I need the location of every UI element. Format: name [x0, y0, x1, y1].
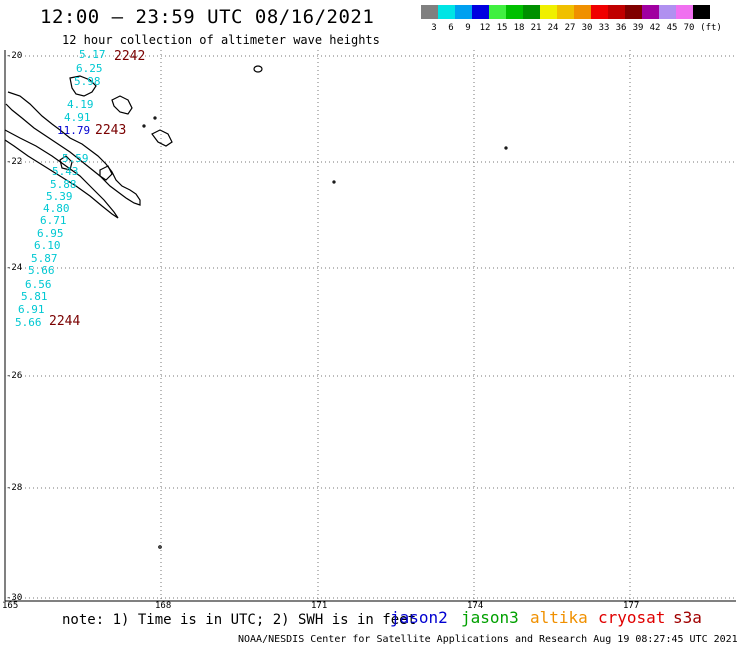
- map-subtitle: 12 hour collection of altimeter wave hei…: [62, 33, 380, 47]
- lat-label: -28: [6, 483, 23, 493]
- scale-label: 30: [581, 23, 593, 33]
- scale-label: 21: [530, 23, 542, 33]
- scale-label: 3: [431, 23, 437, 33]
- wave-height-reading: 6.56: [25, 278, 52, 291]
- islet-south: [158, 545, 162, 549]
- wave-height-reading: 6.91: [18, 303, 45, 316]
- lat-label: -30: [6, 593, 23, 603]
- scale-swatch-70: [676, 5, 693, 19]
- wave-height-reading: 5.88: [50, 178, 77, 191]
- island-walpole: [253, 65, 263, 73]
- scale-swatch-30: [574, 5, 591, 19]
- scale-swatch-black: [693, 5, 710, 19]
- lon-label: 171: [311, 601, 328, 611]
- wave-height-reading: 5.87: [31, 252, 58, 265]
- legend-jason3: jason3: [461, 608, 519, 627]
- scale-label: 70: [683, 23, 695, 33]
- wave-height-reading: 5.43: [52, 165, 79, 178]
- lat-label: -22: [6, 157, 23, 167]
- footer-note: note: 1) Time is in UTC; 2) SWH is in fe…: [62, 612, 417, 628]
- wave-height-reading: 4.80: [43, 202, 70, 215]
- scale-label: 39: [632, 23, 644, 33]
- wave-height-reading: 4.19: [67, 98, 94, 111]
- wave-height-reading: 5.17: [79, 48, 106, 61]
- new-caledonia-south-outline: [4, 129, 119, 219]
- scale-label: 27: [564, 23, 576, 33]
- pass-number-label: 2243: [95, 123, 127, 138]
- lon-label: 168: [155, 601, 172, 611]
- pass-number-label: 2242: [114, 49, 146, 64]
- scale-swatch-33: [591, 5, 608, 19]
- coastline: [4, 65, 508, 549]
- scale-swatch-24: [540, 5, 557, 19]
- coastal-islet: [99, 165, 113, 181]
- wave-height-reading: 6.10: [34, 239, 61, 252]
- belep-islands-outline: [69, 75, 97, 97]
- scale-label: 24: [547, 23, 559, 33]
- scale-swatch-9: [455, 5, 472, 19]
- wave-height-reading: 4.91: [64, 111, 91, 124]
- scale-swatch-27: [557, 5, 574, 19]
- lon-label: 177: [623, 601, 640, 611]
- lon-label: 174: [467, 601, 484, 611]
- map-title: 12:00 – 23:59 UTC 08/16/2021: [40, 6, 375, 28]
- scale-swatch-45: [659, 5, 676, 19]
- wave-height-reading: 5.81: [21, 290, 48, 303]
- lat-label: -26: [6, 371, 23, 381]
- scale-swatch-15: [489, 5, 506, 19]
- loyalty-island-lifou: [151, 129, 173, 147]
- islet-north-2: [142, 124, 146, 128]
- loyalty-island-ouvea: [111, 95, 133, 115]
- scale-swatch-36: [608, 5, 625, 19]
- legend-jason2: jason2: [390, 608, 448, 627]
- islet-north: [153, 116, 157, 120]
- wave-height-reading: 5.39: [46, 190, 73, 203]
- wave-height-reading: 11.79: [57, 124, 91, 137]
- scale-swatch-39: [625, 5, 642, 19]
- legend-altika: altika: [530, 608, 588, 627]
- wave-height-reading: 6.95: [37, 227, 64, 240]
- lat-label: -24: [6, 263, 23, 273]
- wave-height-reading: 6.25: [76, 62, 103, 75]
- scale-swatch-21: [523, 5, 540, 19]
- wave-height-reading: 5.66: [28, 264, 55, 277]
- wave-height-reading: 5.66: [15, 316, 42, 329]
- scale-swatch-18: [506, 5, 523, 19]
- islet-east: [504, 146, 508, 150]
- scale-label: 42: [649, 23, 661, 33]
- scale-label: 33: [598, 23, 610, 33]
- scale-label: 12: [479, 23, 491, 33]
- map-frame: [4, 50, 736, 602]
- scale-swatch-6: [438, 5, 455, 19]
- legend-cryosat: cryosat: [598, 608, 666, 627]
- credit-line: NOAA/NESDIS Center for Satellite Applica…: [238, 634, 738, 645]
- scale-label: 45: [666, 23, 678, 33]
- scale-label: 6: [448, 23, 454, 33]
- wave-height-reading: 5.98: [74, 75, 101, 88]
- lat-label: -20: [6, 51, 23, 61]
- lon-label: 165: [2, 601, 19, 611]
- scale-label: 15: [496, 23, 508, 33]
- scale-label: 18: [513, 23, 525, 33]
- legend-s3a: s3a: [673, 608, 702, 627]
- new-caledonia-outline: [5, 91, 141, 206]
- islet-center: [332, 180, 336, 184]
- isle-of-pines-outline: [59, 155, 73, 171]
- scale-swatch-42: [642, 5, 659, 19]
- wave-height-reading: 5.59: [62, 152, 89, 165]
- pass-number-label: 2244: [49, 314, 81, 329]
- scale-swatch-12: [472, 5, 489, 19]
- wave-height-reading: 6.71: [40, 214, 67, 227]
- scale-swatch-3: [421, 5, 438, 19]
- scale-label: 9: [465, 23, 471, 33]
- scale-label: 36: [615, 23, 627, 33]
- scale-label: (ft): [700, 23, 722, 33]
